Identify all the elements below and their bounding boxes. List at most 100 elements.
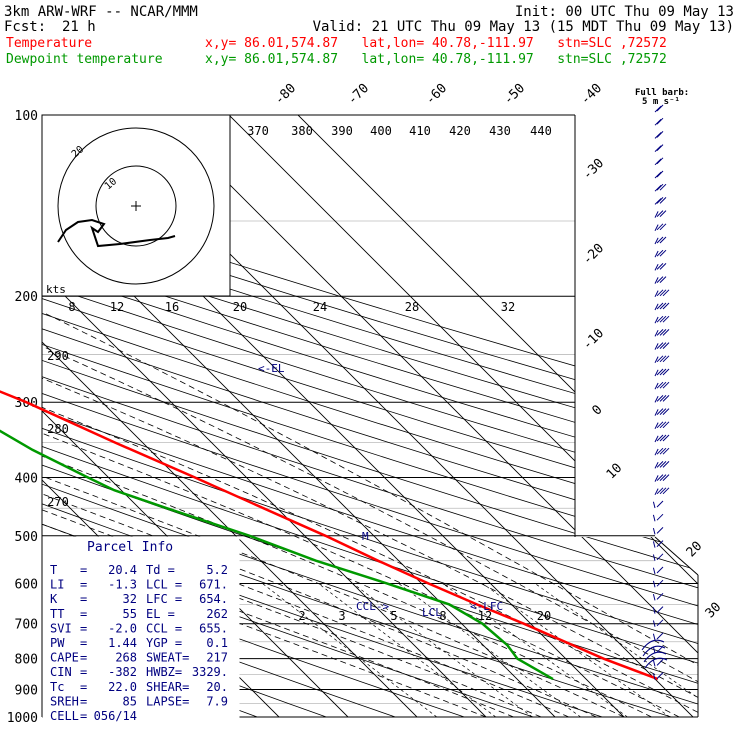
- wind-barb-flag: [656, 144, 664, 151]
- parcel-cell: =: [80, 709, 87, 723]
- wind-barb-flag: [659, 302, 667, 310]
- parcel-cell: CCL =: [146, 621, 182, 635]
- parcel-cell: 268: [115, 651, 137, 665]
- pressure-tick-label: 700: [15, 618, 38, 633]
- parcel-cell: Tc: [50, 680, 64, 694]
- parcel-cell: =: [80, 665, 87, 679]
- theta-left-label: 280: [47, 422, 69, 436]
- parcel-cell: =: [80, 651, 87, 665]
- parcel-cell: LFC =: [146, 592, 182, 606]
- wind-barb-flag: [659, 395, 667, 402]
- wind-barb-flag: [656, 131, 664, 138]
- mixing-ratio-1: [262, 583, 438, 717]
- parcel-cell: 671.: [199, 578, 228, 592]
- init-time: Init: 00 UTC Thu 09 May 13: [515, 4, 734, 20]
- wind-barb-staff: [654, 448, 659, 456]
- wind-barb-flag: [656, 672, 664, 679]
- hodograph-speed-label: 12: [110, 300, 124, 314]
- isotherm-label: -10: [580, 326, 607, 353]
- wind-barb-staff: [652, 620, 656, 627]
- wind-barb-flag: [656, 606, 664, 613]
- isotherm-label: -30: [580, 156, 607, 183]
- parcel-cell: PW: [50, 636, 65, 650]
- parcel-cell: 262: [206, 607, 228, 621]
- wind-barb-staff: [654, 211, 659, 218]
- wind-barb-flag: [656, 302, 664, 310]
- full-barb-unit: 5 m s⁻¹: [642, 97, 680, 107]
- wind-barb-flag: [659, 434, 667, 442]
- moist-adiabat-22: [42, 295, 698, 717]
- mixing-ratio-label: 20: [537, 609, 551, 623]
- isotherm-30: [159, 115, 698, 717]
- m-marker: M: [362, 530, 369, 543]
- moist-adiabat-30: [42, 295, 698, 717]
- wind-barb-low: [641, 639, 665, 651]
- wind-barb-staff: [654, 356, 659, 364]
- wind-barb-flag: [662, 487, 670, 495]
- wind-barb-flag: [662, 342, 670, 349]
- pressure-tick-label: 1000: [7, 711, 38, 726]
- wind-barb-flag: [659, 474, 667, 481]
- hodograph-inset: 10 20 kts: [41, 114, 231, 297]
- parcel-cell: -2.0: [108, 621, 137, 635]
- lfc-marker: <-LFC: [470, 600, 503, 613]
- wind-barb-flag: [656, 513, 664, 521]
- parcel-cell: SREH: [50, 694, 79, 708]
- wind-barb-flag: [662, 434, 670, 442]
- wind-barb-flag: [656, 355, 664, 363]
- parcel-cell: =: [80, 694, 87, 708]
- wind-barb-staff: [654, 303, 659, 311]
- wind-barb-flag: [656, 210, 664, 217]
- wind-barb-flag: [659, 197, 667, 204]
- isotherm-label: -60: [423, 81, 450, 108]
- wind-barb-staff: [654, 250, 659, 258]
- isotherm--20: [42, 115, 418, 717]
- isotherm-label: -50: [501, 81, 528, 108]
- mixing-ratio-label: 2: [298, 609, 305, 623]
- parcel-cell: TT: [50, 607, 64, 621]
- wind-barb-staff: [652, 501, 656, 509]
- wind-barb-flag: [659, 381, 667, 389]
- parcel-cell: SHEAR=: [146, 680, 189, 694]
- temperature-line: [0, 390, 659, 681]
- el-marker: <-EL: [258, 362, 285, 375]
- wind-barb-staff: [654, 277, 659, 284]
- ccl-marker: CCL->: [356, 600, 389, 613]
- wind-barb-staff: [654, 329, 659, 337]
- wind-barb-flag: [656, 408, 664, 415]
- wind-barb-flag: [656, 500, 664, 508]
- parcel-cell: =: [80, 563, 87, 577]
- wind-barb-staff: [652, 660, 656, 667]
- wind-barb-flag: [659, 210, 667, 217]
- theta-top-label: 410: [409, 124, 431, 138]
- wind-barb-flag: [659, 289, 667, 297]
- legend-temperature-info: x,y= 86.01,574.87 lat,lon= 40.78,-111.97…: [205, 36, 667, 51]
- dry-adiabat-340: [42, 115, 698, 717]
- wind-barb-staff: [652, 673, 656, 680]
- theta-top-label: 370: [247, 124, 269, 138]
- wind-barb-staff: [654, 461, 659, 469]
- wind-barb-flag: [656, 263, 664, 270]
- mixing-ratio-label: 8: [439, 609, 446, 623]
- parcel-cell: LI: [50, 578, 64, 592]
- dry-adiabat-410: [42, 115, 698, 717]
- hodograph-speed-label: 8: [68, 300, 75, 314]
- wind-barb-flag: [662, 289, 670, 297]
- moist-adiabats: [42, 295, 698, 717]
- dry-adiabat-320: [42, 115, 698, 717]
- hodograph-speed-label: 16: [165, 300, 179, 314]
- parcel-cell: 5.2: [206, 563, 228, 577]
- parcel-cell: SWEAT=: [146, 651, 189, 665]
- wind-barb-staff: [654, 145, 662, 152]
- wind-barb-staff: [654, 132, 662, 139]
- dry-adiabat-250: [42, 115, 396, 717]
- wind-barb-flag: [662, 408, 670, 415]
- wind-barb-flag: [662, 381, 670, 389]
- wind-barb-staff: [654, 105, 662, 113]
- parcel-cell: 1.44: [108, 636, 137, 650]
- parcel-cell: -382: [108, 665, 137, 679]
- wind-barb-flag: [659, 342, 667, 349]
- parcel-box-frame: [42, 536, 240, 724]
- wind-barb-low: [644, 657, 668, 669]
